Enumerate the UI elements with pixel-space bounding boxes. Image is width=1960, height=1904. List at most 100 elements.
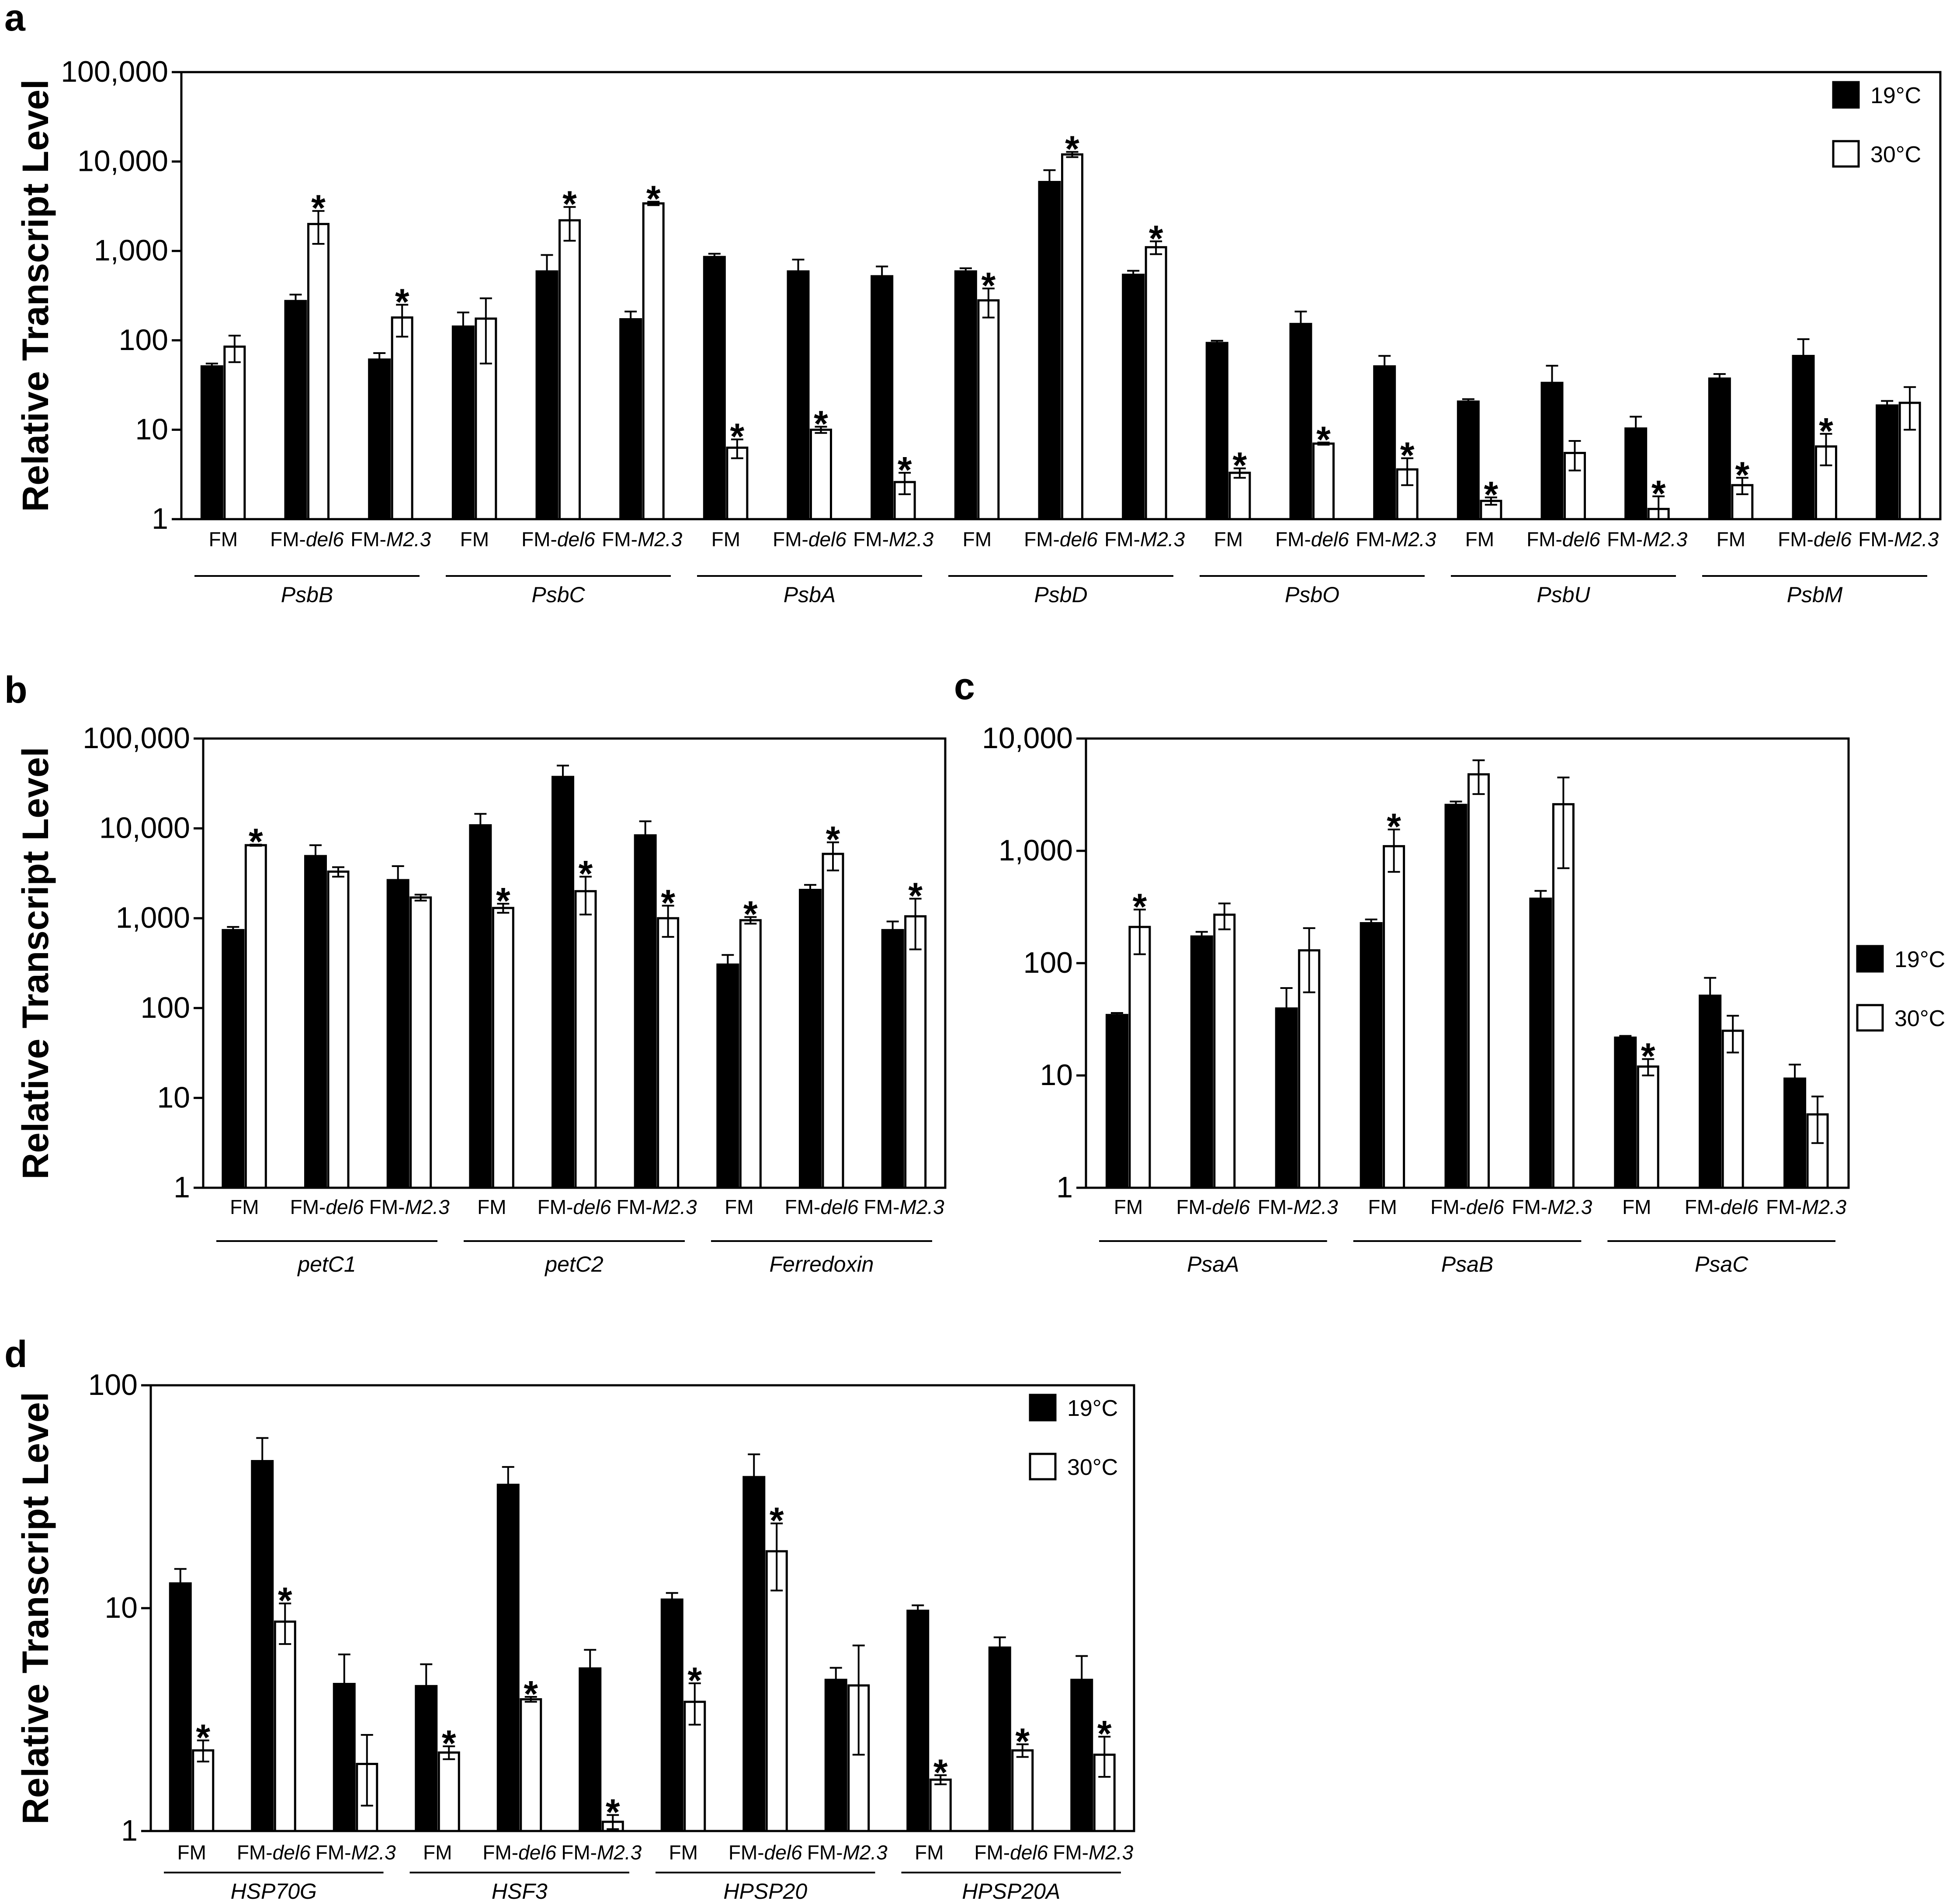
bar-19c <box>579 1667 602 1832</box>
error-bar-19c <box>420 1663 433 1713</box>
bar-30c <box>1467 773 1490 1189</box>
error-bar-30c <box>1485 496 1497 506</box>
bar-19c <box>1444 804 1467 1188</box>
error-bar-19c <box>639 820 652 857</box>
error-bar-19c <box>1797 338 1810 385</box>
error-bar-30c <box>1388 829 1400 873</box>
group-label: PsaB <box>1441 1252 1494 1276</box>
error-bar-19c <box>1280 987 1293 1043</box>
bar-30c <box>520 1698 542 1832</box>
error-bar-19c <box>1365 918 1377 927</box>
error-bar-30c <box>524 1696 537 1703</box>
error-bar-19c <box>205 362 218 369</box>
significance-asterisk: * <box>1641 1035 1655 1076</box>
y-axis-label: Relative Transcript Level <box>15 80 56 512</box>
bar-30c <box>765 1550 788 1832</box>
error-bar-30c <box>662 905 674 938</box>
bar-19c <box>799 888 822 1188</box>
error-bar-30c <box>1317 441 1330 446</box>
x-category-label: FM-M2.3 <box>561 1841 642 1864</box>
group-label: PsbD <box>1034 583 1087 607</box>
significance-asterisk: * <box>311 187 326 229</box>
significance-asterisk: * <box>1400 435 1415 476</box>
error-bar-19c <box>959 267 972 274</box>
error-bar-30c <box>1218 902 1231 930</box>
bar-19c <box>1876 404 1899 520</box>
bar-19c <box>1038 180 1061 520</box>
bar-19c <box>716 963 739 1189</box>
bar-19c <box>251 1460 274 1831</box>
group-label: PsbU <box>1537 583 1590 607</box>
error-bar-30c <box>497 903 510 914</box>
error-bar-30c <box>1811 1096 1824 1144</box>
error-bar-30c <box>1098 1736 1111 1778</box>
x-category-label: FM <box>460 528 489 551</box>
error-bar-30c <box>1066 151 1079 158</box>
bar-19c <box>906 1609 930 1831</box>
significance-asterisk: * <box>1065 128 1079 170</box>
bar-30c <box>1383 845 1405 1189</box>
group-label: HSP70G <box>231 1879 317 1904</box>
y-axis-label: Relative Transcript Level <box>15 1392 56 1824</box>
y-axis-label: Relative Transcript Level <box>15 747 56 1179</box>
significance-asterisk: * <box>1149 218 1163 259</box>
group-label: PsbM <box>1787 583 1843 607</box>
bar-30c <box>391 316 413 520</box>
significance-asterisk: * <box>1232 445 1247 486</box>
x-category-label: FM-del6 <box>773 528 846 551</box>
error-bar-19c <box>1294 310 1307 341</box>
x-category-label: FM <box>177 1841 206 1864</box>
error-bar-30c <box>228 334 241 363</box>
error-bar-19c <box>666 1592 678 1606</box>
x-category-label: FM-M2.3 <box>1356 528 1436 551</box>
bar-30c <box>929 1778 952 1832</box>
group-label: PsbA <box>784 583 836 607</box>
error-bar-30c <box>909 898 922 950</box>
significance-asterisk: * <box>496 880 510 921</box>
error-bar-19c <box>584 1649 597 1691</box>
significance-asterisk: * <box>743 894 758 935</box>
significance-asterisk: * <box>278 1580 292 1621</box>
x-category-label: FM-del6 <box>290 1196 364 1218</box>
group-label: PsbC <box>531 583 585 607</box>
group-label: HPSP20A <box>962 1879 1060 1904</box>
significance-asterisk: * <box>646 178 661 219</box>
bar-19c <box>284 300 307 520</box>
bar-30c <box>1298 949 1321 1189</box>
x-category-label: FM <box>230 1196 259 1218</box>
x-category-label: FM-M2.3 <box>1512 1196 1592 1218</box>
group-label: HPSP20 <box>723 1879 807 1904</box>
error-bar-30c <box>898 472 911 495</box>
error-bar-30c <box>1736 477 1748 495</box>
error-bar-19c <box>474 813 487 841</box>
error-bar-19c <box>1534 890 1547 908</box>
error-bar-30c <box>1820 433 1832 466</box>
bar-30c <box>574 890 597 1189</box>
panel-label-c: c <box>954 666 975 707</box>
error-bar-30c <box>1303 927 1315 993</box>
y-tick-label: 10 <box>104 1591 138 1624</box>
significance-asterisk: * <box>661 882 675 923</box>
bar-30c <box>657 917 680 1189</box>
bar-19c <box>200 365 223 520</box>
x-category-label: FM-del6 <box>237 1841 311 1864</box>
y-tick-label: 100 <box>88 1368 138 1401</box>
significance-asterisk: * <box>562 184 577 225</box>
group-label: PsbB <box>281 583 333 607</box>
group-label: petC1 <box>297 1252 356 1276</box>
x-category-label: FM <box>477 1196 506 1218</box>
error-bar-19c <box>829 1667 842 1693</box>
error-bar-19c <box>708 253 721 260</box>
y-tick-label: 10,000 <box>982 721 1073 755</box>
significance-asterisk: * <box>814 403 828 444</box>
error-bar-30c <box>731 438 743 459</box>
error-bar-19c <box>1450 801 1462 808</box>
error-bar-30c <box>1557 777 1570 869</box>
x-category-label: FM-del6 <box>728 1841 802 1864</box>
x-category-label: FM <box>1114 1196 1143 1218</box>
bar-30c <box>1637 1065 1659 1189</box>
x-category-label: FM <box>423 1841 452 1864</box>
error-bar-19c <box>392 865 404 901</box>
significance-asterisk: * <box>1387 806 1401 847</box>
